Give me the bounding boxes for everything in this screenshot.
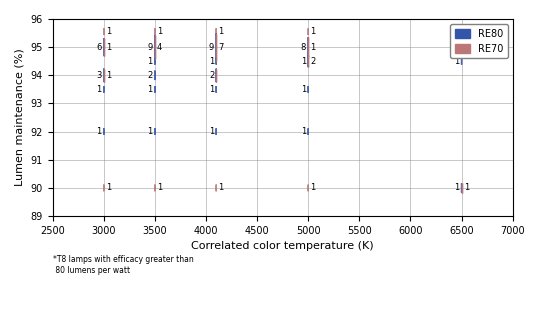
Text: 1: 1 bbox=[106, 43, 111, 52]
Text: 1: 1 bbox=[106, 71, 111, 80]
Text: 1: 1 bbox=[464, 43, 469, 52]
Text: 1: 1 bbox=[301, 57, 306, 66]
Text: 1: 1 bbox=[147, 57, 153, 66]
Text: 3: 3 bbox=[96, 71, 102, 80]
Text: 1: 1 bbox=[147, 127, 153, 136]
Text: 1: 1 bbox=[157, 183, 162, 192]
Text: 1: 1 bbox=[209, 127, 214, 136]
Text: 6: 6 bbox=[96, 43, 102, 52]
Text: 1: 1 bbox=[147, 85, 153, 94]
Text: 1: 1 bbox=[97, 85, 102, 94]
Text: 1: 1 bbox=[454, 183, 460, 192]
Text: 1: 1 bbox=[310, 27, 315, 36]
Text: 1: 1 bbox=[310, 183, 315, 192]
Text: 1: 1 bbox=[454, 57, 460, 66]
Text: 9: 9 bbox=[147, 43, 153, 52]
Text: 1: 1 bbox=[301, 127, 306, 136]
Text: 1: 1 bbox=[218, 27, 224, 36]
Text: 8: 8 bbox=[301, 43, 306, 52]
Text: 1: 1 bbox=[464, 183, 469, 192]
Y-axis label: Lumen maintenance (%): Lumen maintenance (%) bbox=[15, 49, 25, 186]
Text: 4: 4 bbox=[157, 43, 162, 52]
Text: 2: 2 bbox=[310, 57, 315, 66]
Text: 1: 1 bbox=[106, 27, 111, 36]
Legend: RE80, RE70: RE80, RE70 bbox=[450, 24, 508, 59]
Text: 1: 1 bbox=[209, 85, 214, 94]
Text: 9: 9 bbox=[209, 43, 214, 52]
Text: 2: 2 bbox=[209, 71, 214, 80]
Text: 7: 7 bbox=[218, 43, 224, 52]
Text: 2: 2 bbox=[454, 43, 460, 52]
Text: 1: 1 bbox=[106, 183, 111, 192]
Text: 2: 2 bbox=[147, 71, 153, 80]
Text: 1: 1 bbox=[310, 43, 315, 52]
Text: 1: 1 bbox=[301, 85, 306, 94]
Text: *T8 lamps with efficacy greater than
 80 lumens per watt: *T8 lamps with efficacy greater than 80 … bbox=[53, 255, 193, 275]
Text: 1: 1 bbox=[218, 183, 224, 192]
Text: 1: 1 bbox=[157, 27, 162, 36]
Text: 1: 1 bbox=[209, 57, 214, 66]
Text: 1: 1 bbox=[97, 127, 102, 136]
X-axis label: Correlated color temperature (K): Correlated color temperature (K) bbox=[191, 241, 374, 251]
